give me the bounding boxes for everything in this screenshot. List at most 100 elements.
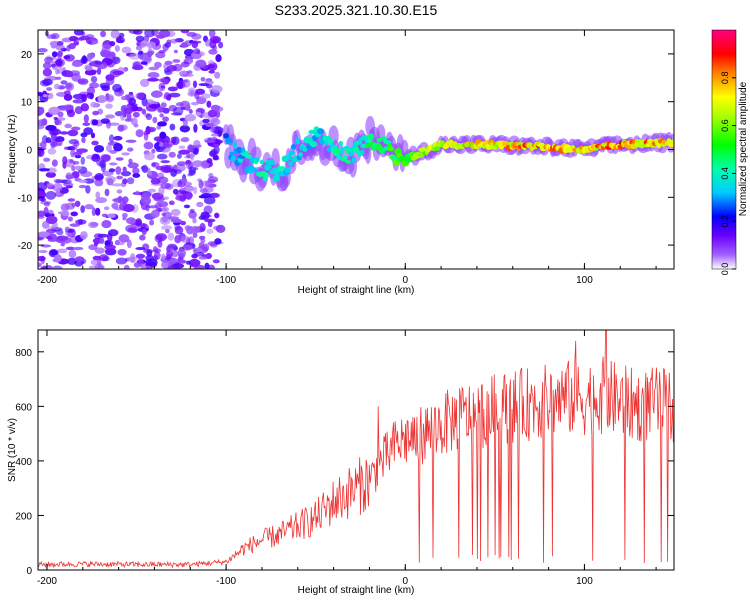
- heatmap-noise-blob: [101, 44, 113, 49]
- heatmap-noise-blob: [203, 196, 216, 205]
- heatmap-noise-blob: [149, 219, 155, 226]
- heatmap-noise-blob: [55, 68, 60, 75]
- heatmap-noise-blob: [56, 40, 64, 46]
- heatmap-noise-blob: [207, 109, 218, 118]
- heatmap-noise-blob: [194, 91, 200, 100]
- heatmap-noise-blob: [66, 71, 74, 78]
- heatmap-noise-blob: [210, 133, 219, 137]
- heatmap-noise-blob: [199, 222, 206, 232]
- heatmap-signal-cell: [360, 149, 365, 155]
- heatmap-noise-blob: [192, 247, 198, 253]
- snr-xlabel: Height of straight line (km): [298, 585, 415, 596]
- heatmap-xtick-label: 0: [402, 275, 408, 286]
- heatmap-ylabel: Frequency (Hz): [7, 115, 18, 184]
- heatmap-noise-blob: [126, 177, 135, 185]
- heatmap-noise-blob: [206, 158, 213, 164]
- heatmap-noise-blob: [179, 79, 189, 83]
- heatmap-noise-blob: [45, 182, 54, 188]
- heatmap-noise-blob: [145, 102, 151, 111]
- heatmap-noise-blob: [153, 197, 166, 202]
- heatmap-noise-blob: [101, 85, 110, 92]
- heatmap-noise-blob: [196, 144, 202, 148]
- heatmap-noise-blob: [135, 35, 145, 42]
- heatmap-noise-blob: [53, 83, 60, 90]
- heatmap-signal-cell: [225, 138, 233, 144]
- heatmap-noise-blob: [42, 94, 48, 98]
- heatmap-noise-blob: [152, 246, 158, 253]
- heatmap-noise-blob: [72, 160, 80, 165]
- heatmap-noise-blob: [193, 48, 201, 55]
- heatmap-noise-blob: [104, 248, 117, 256]
- heatmap-noise-blob: [147, 77, 160, 82]
- heatmap-noise-blob: [189, 208, 195, 214]
- heatmap-noise-blob: [71, 144, 78, 151]
- heatmap-noise-blob: [72, 99, 85, 104]
- heatmap-noise-blob: [94, 247, 105, 254]
- heatmap-noise-blob: [63, 182, 74, 187]
- heatmap-noise-blob: [169, 123, 176, 131]
- heatmap-noise-blob: [112, 70, 125, 75]
- heatmap-noise-blob: [161, 225, 172, 231]
- heatmap-noise-blob: [90, 132, 96, 139]
- heatmap-noise-blob: [158, 82, 166, 92]
- snr-xtick-label: 100: [576, 576, 593, 587]
- heatmap-noise-blob: [70, 149, 76, 158]
- heatmap-noise-blob: [148, 103, 161, 109]
- heatmap-noise-blob: [156, 153, 168, 160]
- heatmap-noise-blob: [104, 188, 110, 197]
- heatmap-noise-blob: [114, 45, 120, 52]
- heatmap-noise-blob: [83, 114, 89, 123]
- heatmap-noise-blob: [90, 259, 101, 266]
- heatmap-noise-blob: [80, 170, 93, 178]
- heatmap-noise-blob: [127, 162, 139, 169]
- heatmap-signal-cell: [433, 146, 441, 151]
- heatmap-noise-blob: [163, 196, 169, 200]
- heatmap-noise-blob: [144, 152, 155, 161]
- heatmap-noise-blob: [90, 101, 98, 108]
- heatmap-noise-blob: [91, 140, 99, 146]
- heatmap-noise-blob: [83, 127, 94, 135]
- heatmap-noise-blob: [195, 59, 207, 69]
- heatmap-xtick-label: -100: [216, 275, 236, 286]
- heatmap-noise-blob: [66, 109, 76, 118]
- heatmap-noise-blob: [181, 136, 190, 143]
- heatmap-noise-blob: [64, 123, 72, 129]
- heatmap-noise-blob: [179, 125, 191, 133]
- heatmap-noise-blob: [207, 64, 216, 69]
- colorbar-gradient: [711, 29, 737, 270]
- heatmap-signal-cell: [334, 148, 342, 154]
- heatmap-noise-blob: [135, 253, 146, 259]
- heatmap-noise-blob: [113, 143, 123, 152]
- heatmap-noise-blob: [162, 142, 169, 148]
- heatmap-noise-blob: [38, 48, 48, 53]
- heatmap-noise-blob: [86, 92, 95, 99]
- heatmap-signal-cell: [669, 139, 674, 145]
- heatmap-noise-blob: [125, 217, 136, 225]
- heatmap-noise-blob: [117, 248, 127, 256]
- heatmap-noise-blob: [51, 265, 63, 269]
- heatmap-noise-blob: [60, 242, 65, 247]
- heatmap-noise-blob: [105, 74, 115, 81]
- colorbar: 0.0 0.2 0.4 0.6 0.8 Normalized spectral ampl…: [711, 29, 749, 275]
- heatmap-noise-blob: [190, 225, 201, 234]
- heatmap-signal-cell: [351, 157, 357, 163]
- heatmap-noise-blob: [192, 232, 198, 238]
- heatmap-noise-blob: [175, 102, 185, 107]
- heatmap-signal-cell: [245, 154, 253, 159]
- heatmap-noise-blob: [128, 158, 133, 164]
- heatmap-noise-blob: [96, 67, 102, 75]
- heatmap-noise-blob: [151, 161, 160, 168]
- heatmap-noise-blob: [104, 94, 115, 103]
- heatmap-noise-blob: [41, 118, 48, 126]
- heatmap-noise-blob: [184, 186, 195, 192]
- heatmap-noise-blob: [40, 140, 47, 149]
- heatmap-noise-blob: [174, 235, 182, 244]
- heatmap-noise-blob: [122, 204, 135, 213]
- heatmap-noise-blob: [173, 49, 178, 54]
- heatmap-noise-blob: [188, 210, 197, 219]
- heatmap-noise-blob: [94, 179, 104, 187]
- heatmap-noise-blob: [45, 124, 57, 132]
- heatmap-noise-blob: [112, 83, 122, 93]
- snr-ytick-label: 800: [15, 348, 32, 359]
- heatmap-noise-blob: [94, 61, 104, 65]
